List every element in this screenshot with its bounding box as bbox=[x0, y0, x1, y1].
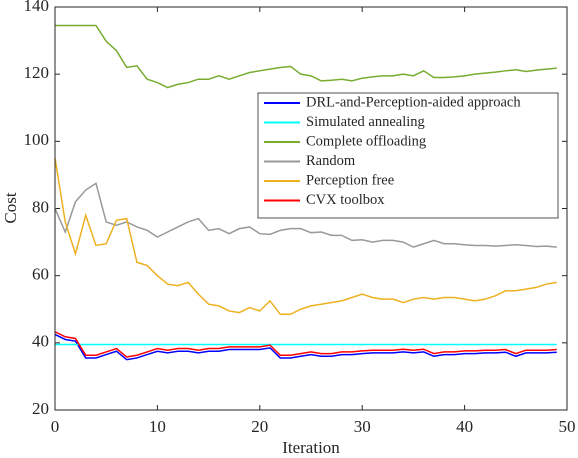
x-tick-label: 0 bbox=[51, 417, 60, 436]
x-tick-label: 40 bbox=[456, 417, 473, 436]
y-tick-label: 80 bbox=[32, 197, 49, 216]
legend-label: Random bbox=[306, 153, 356, 169]
y-tick-label: 40 bbox=[32, 332, 49, 351]
plot-frame bbox=[54, 6, 568, 411]
y-axis-label: Cost bbox=[1, 192, 20, 223]
legend-label: DRL-and-Perception-aided approach bbox=[306, 94, 521, 110]
y-tick-label: 140 bbox=[24, 0, 50, 15]
x-tick-label: 20 bbox=[251, 417, 268, 436]
x-tick-label: 50 bbox=[559, 417, 576, 436]
x-axis-label: Iteration bbox=[282, 438, 340, 457]
line bbox=[55, 24, 557, 89]
legend: DRL-and-Perception-aided approach Simulat… bbox=[257, 92, 559, 219]
line bbox=[54, 182, 557, 248]
line bbox=[54, 333, 557, 361]
legend-label: Simulated annealing bbox=[306, 114, 425, 130]
x-tick-label: 30 bbox=[354, 417, 371, 436]
legend-box bbox=[257, 92, 559, 219]
legend-label: CVX toolbox bbox=[306, 192, 385, 208]
y-tick-label: 20 bbox=[32, 399, 49, 418]
y-tick-label: 120 bbox=[24, 63, 50, 82]
line bbox=[54, 158, 557, 316]
y-tick-label: 60 bbox=[32, 265, 49, 284]
legend-label: Complete offloading bbox=[306, 133, 426, 149]
x-tick-label: 10 bbox=[149, 417, 166, 436]
y-tick-label: 100 bbox=[24, 130, 50, 149]
line bbox=[54, 331, 557, 358]
legend-label: Perception free bbox=[306, 172, 394, 188]
